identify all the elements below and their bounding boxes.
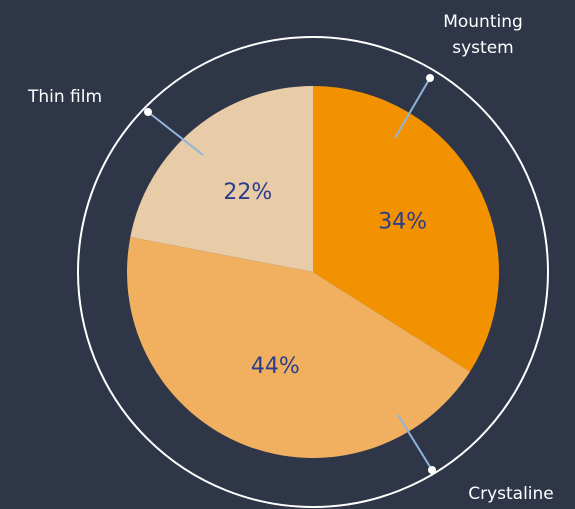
leader-line: [397, 414, 433, 471]
pie-slice: [130, 86, 313, 272]
outer-ring: [77, 36, 549, 508]
value-label: 34%: [378, 210, 427, 235]
pie-slice: [126, 237, 471, 458]
category-label: Mounting system: [443, 12, 523, 58]
category-label: Thin film: [27, 87, 102, 107]
leader-line: [147, 111, 204, 156]
leader-line: [394, 77, 431, 139]
pie-slice: [313, 86, 499, 372]
leader-dot: [426, 74, 434, 82]
value-label: 44%: [251, 354, 300, 379]
leader-dot: [428, 466, 436, 474]
value-label: 22%: [223, 180, 272, 205]
category-label: Crystaline: [468, 484, 554, 504]
leader-dot: [144, 108, 152, 116]
